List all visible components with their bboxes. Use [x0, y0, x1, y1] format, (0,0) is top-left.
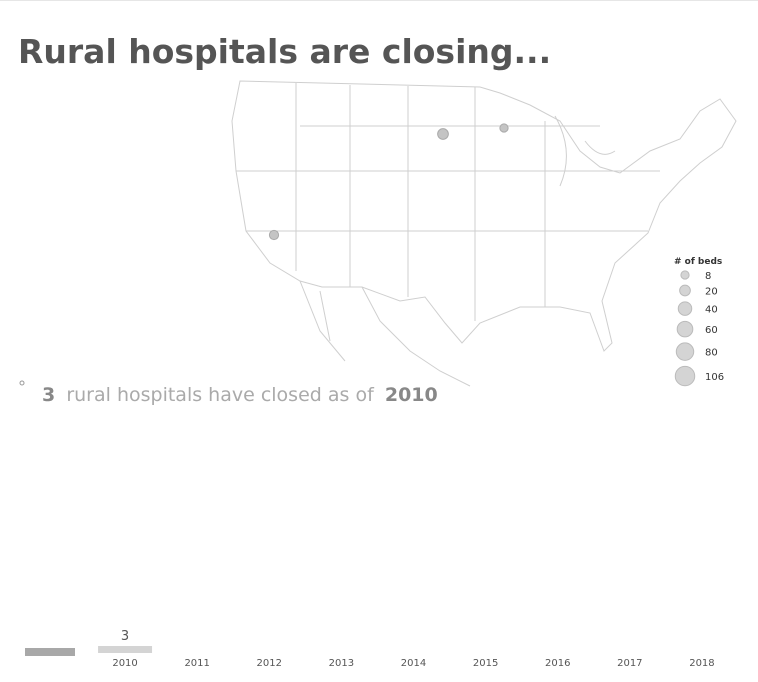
- outline: [231, 80, 737, 352]
- closure-point: [437, 128, 449, 140]
- legend-size: [680, 270, 690, 280]
- x-tick-label: 2011: [184, 658, 209, 669]
- lakes: [554, 115, 616, 187]
- summary-text: rural hospitals have closed as of: [66, 384, 375, 406]
- value-label: 3: [121, 629, 129, 644]
- legend-size: [676, 320, 694, 338]
- closure-point: [268, 229, 280, 241]
- legend-label: 80: [705, 348, 718, 359]
- x-tick-label: 2012: [257, 658, 282, 669]
- legend-size: [679, 284, 691, 297]
- legend-size: [675, 342, 695, 361]
- x-tick-label: 2017: [617, 658, 642, 669]
- x-tick-label: 2013: [329, 658, 354, 669]
- x-tick-label: 2010: [112, 658, 137, 669]
- legend-size: [677, 301, 693, 316]
- bar: [98, 646, 153, 653]
- summary-count: 3: [42, 384, 55, 406]
- legend-label: 106: [705, 372, 724, 383]
- legend-label: 20: [705, 286, 718, 297]
- x-tick-label: 2014: [401, 658, 426, 669]
- legend-label: 8: [705, 271, 711, 282]
- legend-size: [674, 365, 696, 387]
- mexico: [299, 280, 471, 387]
- x-tick-label: 2018: [689, 658, 714, 669]
- x-tick-label: 2016: [545, 658, 570, 669]
- legend-label: 60: [705, 325, 718, 336]
- legend-title: # of beds: [674, 257, 722, 267]
- legend-label: 40: [705, 305, 718, 316]
- summary-year: 2010: [385, 384, 438, 406]
- us-map: [231, 80, 737, 387]
- summary: 3 rural hospitals have closed as of 2010: [42, 384, 438, 406]
- x-tick-label: 2015: [473, 658, 498, 669]
- title: Rural hospitals are closing...: [18, 32, 551, 71]
- closure-point: [499, 123, 509, 133]
- play-control[interactable]: [25, 648, 75, 656]
- legend-dot: [19, 380, 25, 386]
